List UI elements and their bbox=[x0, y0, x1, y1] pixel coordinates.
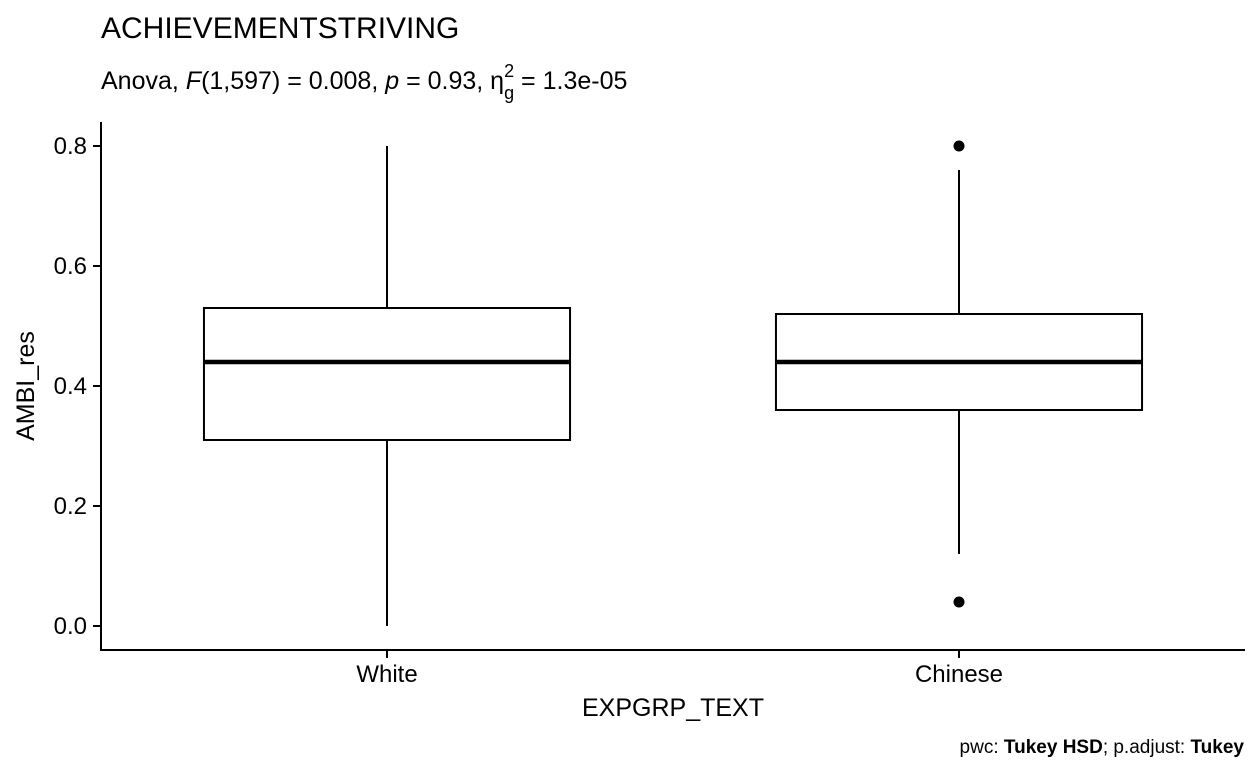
y-tick-label: 0.6 bbox=[54, 253, 87, 280]
x-tick-label: Chinese bbox=[915, 661, 1003, 688]
box-chinese bbox=[774, 140, 1144, 608]
outlier-point bbox=[953, 596, 965, 608]
p-symbol: p bbox=[384, 67, 399, 95]
p-value: = 0.93, bbox=[399, 67, 490, 95]
y-tick-label: 0.0 bbox=[54, 613, 87, 640]
y-axis-title: AMBI_res bbox=[12, 331, 40, 441]
eta-symbol: η bbox=[490, 67, 504, 95]
f-df: (1,597) = 0.008, bbox=[201, 67, 385, 95]
chart-subtitle: Anova, F(1,597) = 0.008, p = 0.93, η2 g =… bbox=[101, 61, 627, 103]
subtitle-prefix: Anova, bbox=[101, 67, 186, 95]
outlier-point bbox=[953, 140, 965, 152]
caption-adjust-value: Tukey bbox=[1190, 737, 1244, 758]
box-white bbox=[202, 146, 572, 626]
eta-value: = 1.3e-05 bbox=[514, 67, 627, 95]
boxes bbox=[202, 140, 1144, 626]
y-tick-label: 0.4 bbox=[54, 373, 87, 400]
y-tick-label: 0.2 bbox=[54, 493, 87, 520]
chart-caption: pwc: Tukey HSD; p.adjust: Tukey bbox=[960, 737, 1245, 758]
y-ticks: 0.0 0.2 0.4 0.6 0.8 bbox=[54, 133, 101, 640]
caption-pwc-value: Tukey HSD bbox=[1004, 737, 1103, 758]
x-ticks: White Chinese bbox=[356, 650, 1003, 688]
y-tick-label: 0.8 bbox=[54, 133, 87, 160]
eta-subscript: g bbox=[504, 83, 514, 103]
eta-superscript: 2 bbox=[504, 61, 514, 81]
chart-title: ACHIEVEMENTSTRIVING bbox=[101, 12, 459, 45]
x-axis-title: EXPGRP_TEXT bbox=[582, 694, 764, 722]
caption-pwc-label: pwc: bbox=[960, 737, 1004, 758]
x-tick-label: White bbox=[356, 661, 417, 688]
f-symbol: F bbox=[186, 67, 203, 95]
iqr-box bbox=[202, 307, 572, 441]
caption-adjust-label: ; p.adjust: bbox=[1103, 737, 1191, 758]
